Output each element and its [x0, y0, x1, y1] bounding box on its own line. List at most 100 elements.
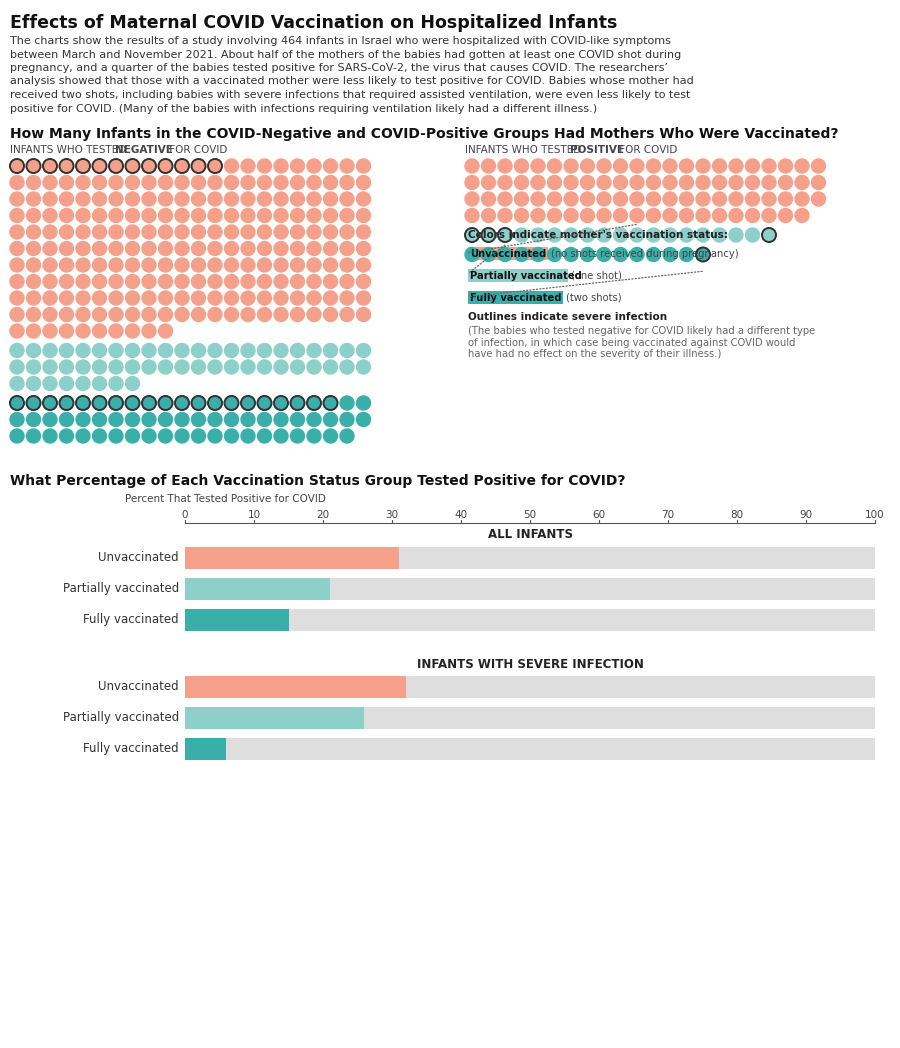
- Circle shape: [26, 159, 40, 173]
- Circle shape: [175, 175, 189, 190]
- Circle shape: [76, 344, 90, 357]
- Circle shape: [257, 192, 272, 206]
- Bar: [185, 577, 875, 599]
- Circle shape: [76, 159, 90, 173]
- Circle shape: [340, 413, 354, 427]
- Text: 20: 20: [317, 509, 329, 520]
- Circle shape: [597, 192, 611, 206]
- Circle shape: [224, 209, 238, 222]
- Circle shape: [109, 209, 123, 222]
- Circle shape: [680, 175, 694, 190]
- Circle shape: [208, 275, 222, 288]
- Circle shape: [307, 413, 321, 427]
- Circle shape: [125, 361, 140, 374]
- Circle shape: [241, 413, 255, 427]
- Circle shape: [498, 247, 512, 262]
- Circle shape: [531, 192, 545, 206]
- Circle shape: [125, 241, 140, 256]
- Circle shape: [208, 307, 222, 322]
- Circle shape: [125, 324, 140, 339]
- Text: 10: 10: [248, 509, 261, 520]
- Circle shape: [795, 175, 809, 190]
- Circle shape: [274, 209, 288, 222]
- Text: INFANTS WHO TESTED: INFANTS WHO TESTED: [465, 145, 584, 155]
- Circle shape: [158, 209, 173, 222]
- Circle shape: [10, 291, 24, 305]
- Circle shape: [43, 361, 57, 374]
- Circle shape: [93, 159, 106, 173]
- Circle shape: [43, 324, 57, 339]
- Circle shape: [93, 361, 106, 374]
- Circle shape: [224, 241, 238, 256]
- Text: 80: 80: [731, 509, 743, 520]
- Circle shape: [241, 192, 255, 206]
- Circle shape: [580, 192, 595, 206]
- Circle shape: [158, 291, 173, 305]
- Circle shape: [109, 344, 123, 357]
- Circle shape: [291, 429, 304, 443]
- Circle shape: [59, 396, 74, 410]
- Circle shape: [224, 413, 238, 427]
- Text: (two shots): (two shots): [566, 293, 622, 303]
- Circle shape: [76, 307, 90, 322]
- Circle shape: [274, 396, 288, 410]
- Circle shape: [515, 209, 528, 222]
- Circle shape: [274, 307, 288, 322]
- Circle shape: [307, 275, 321, 288]
- Circle shape: [142, 275, 156, 288]
- Circle shape: [482, 159, 496, 173]
- Circle shape: [356, 159, 371, 173]
- Circle shape: [356, 192, 371, 206]
- Circle shape: [93, 307, 106, 322]
- Text: between March and November 2021. About half of the mothers of the babies had got: between March and November 2021. About h…: [10, 49, 681, 60]
- Circle shape: [745, 228, 760, 242]
- Text: How Many Infants in the COVID-Negative and COVID-Positive Groups Had Mothers Who: How Many Infants in the COVID-Negative a…: [10, 127, 839, 141]
- Text: analysis showed that those with a vaccinated mother were less likely to test pos: analysis showed that those with a vaccin…: [10, 77, 694, 87]
- Circle shape: [26, 225, 40, 239]
- Circle shape: [59, 258, 74, 272]
- Circle shape: [175, 275, 189, 288]
- Circle shape: [224, 225, 238, 239]
- Circle shape: [142, 225, 156, 239]
- Circle shape: [224, 307, 238, 322]
- Circle shape: [713, 192, 726, 206]
- Circle shape: [323, 344, 338, 357]
- Circle shape: [614, 247, 627, 262]
- Circle shape: [323, 307, 338, 322]
- Circle shape: [109, 361, 123, 374]
- Circle shape: [614, 159, 627, 173]
- Circle shape: [696, 209, 710, 222]
- Circle shape: [257, 344, 272, 357]
- Circle shape: [713, 175, 726, 190]
- Circle shape: [59, 324, 74, 339]
- Circle shape: [241, 241, 255, 256]
- Circle shape: [564, 159, 578, 173]
- Circle shape: [762, 192, 776, 206]
- Circle shape: [93, 344, 106, 357]
- Circle shape: [729, 159, 743, 173]
- Circle shape: [340, 175, 354, 190]
- Circle shape: [26, 396, 40, 410]
- Circle shape: [192, 209, 205, 222]
- Circle shape: [680, 209, 694, 222]
- Circle shape: [158, 344, 173, 357]
- Circle shape: [323, 209, 338, 222]
- Circle shape: [158, 258, 173, 272]
- Circle shape: [564, 192, 578, 206]
- Circle shape: [10, 429, 24, 443]
- Circle shape: [257, 361, 272, 374]
- Circle shape: [745, 175, 760, 190]
- Circle shape: [795, 192, 809, 206]
- Circle shape: [498, 175, 512, 190]
- Circle shape: [93, 291, 106, 305]
- Circle shape: [713, 228, 726, 242]
- Circle shape: [142, 209, 156, 222]
- Circle shape: [175, 429, 189, 443]
- Circle shape: [307, 361, 321, 374]
- Circle shape: [192, 344, 205, 357]
- Circle shape: [356, 225, 371, 239]
- Circle shape: [696, 247, 710, 262]
- Bar: [468, 291, 563, 304]
- Circle shape: [43, 159, 57, 173]
- Circle shape: [76, 413, 90, 427]
